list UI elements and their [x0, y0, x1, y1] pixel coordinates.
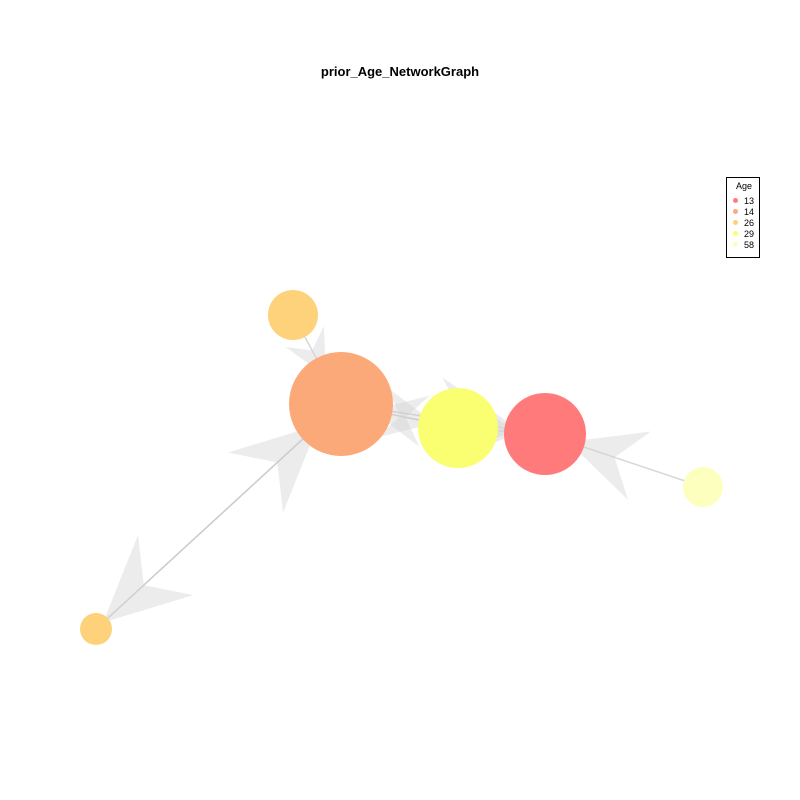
edge-arrowhead — [103, 534, 194, 623]
legend-swatch — [733, 231, 738, 236]
legend: Age 13 14 26 29 58 — [726, 177, 760, 258]
edges-layer — [95, 314, 704, 630]
node-n5 — [683, 467, 723, 507]
legend-item-26: 26 — [733, 217, 754, 228]
edge-line — [568, 441, 704, 488]
legend-label: 29 — [744, 228, 755, 239]
legend-swatch — [733, 242, 738, 247]
legend-swatch — [733, 209, 738, 214]
edge-line — [102, 403, 342, 624]
legend-item-14: 14 — [733, 206, 754, 217]
edge-arrowhead — [568, 431, 651, 500]
edge-arrowhead — [227, 425, 319, 513]
node-n1 — [268, 290, 318, 340]
legend-item-13: 13 — [733, 195, 754, 206]
legend-label: 58 — [744, 239, 755, 250]
legend-label: 14 — [744, 206, 755, 217]
legend-swatch — [733, 220, 738, 225]
legend-label: 26 — [744, 217, 755, 228]
nodes-layer — [80, 290, 723, 645]
node-n3 — [418, 388, 498, 468]
chart-title: prior_Age_NetworkGraph — [320, 64, 480, 79]
node-n2 — [289, 352, 393, 456]
node-n4 — [504, 393, 586, 475]
legend-label: 13 — [744, 195, 755, 206]
legend-swatch — [733, 198, 738, 203]
node-n6 — [80, 613, 112, 645]
legend-title: Age — [735, 181, 752, 191]
legend-item-29: 29 — [733, 228, 754, 239]
legend-item-58: 58 — [733, 239, 754, 250]
